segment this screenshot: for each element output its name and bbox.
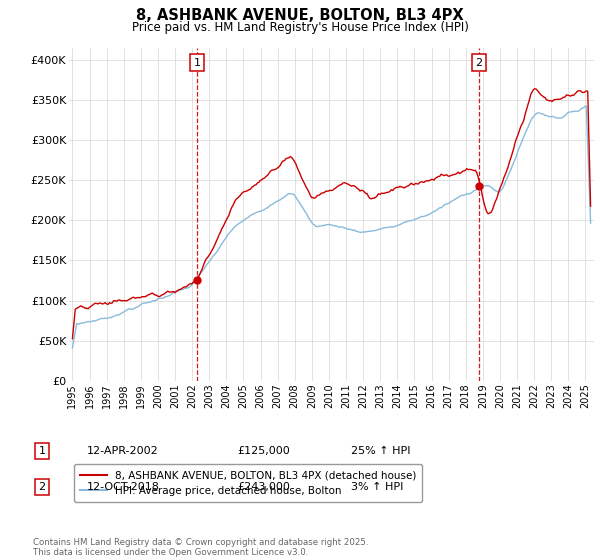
- Text: 1: 1: [38, 446, 46, 456]
- Text: £125,000: £125,000: [237, 446, 290, 456]
- Text: 25% ↑ HPI: 25% ↑ HPI: [351, 446, 410, 456]
- Text: 12-OCT-2018: 12-OCT-2018: [87, 482, 160, 492]
- Text: Contains HM Land Registry data © Crown copyright and database right 2025.
This d: Contains HM Land Registry data © Crown c…: [33, 538, 368, 557]
- Text: 1: 1: [193, 58, 200, 68]
- Text: 12-APR-2002: 12-APR-2002: [87, 446, 159, 456]
- Text: 2: 2: [38, 482, 46, 492]
- Legend: 8, ASHBANK AVENUE, BOLTON, BL3 4PX (detached house), HPI: Average price, detache: 8, ASHBANK AVENUE, BOLTON, BL3 4PX (deta…: [74, 464, 422, 502]
- Text: 8, ASHBANK AVENUE, BOLTON, BL3 4PX: 8, ASHBANK AVENUE, BOLTON, BL3 4PX: [136, 8, 464, 24]
- Text: 2: 2: [476, 58, 482, 68]
- Text: £243,000: £243,000: [237, 482, 290, 492]
- Text: 3% ↑ HPI: 3% ↑ HPI: [351, 482, 403, 492]
- Text: Price paid vs. HM Land Registry's House Price Index (HPI): Price paid vs. HM Land Registry's House …: [131, 21, 469, 34]
